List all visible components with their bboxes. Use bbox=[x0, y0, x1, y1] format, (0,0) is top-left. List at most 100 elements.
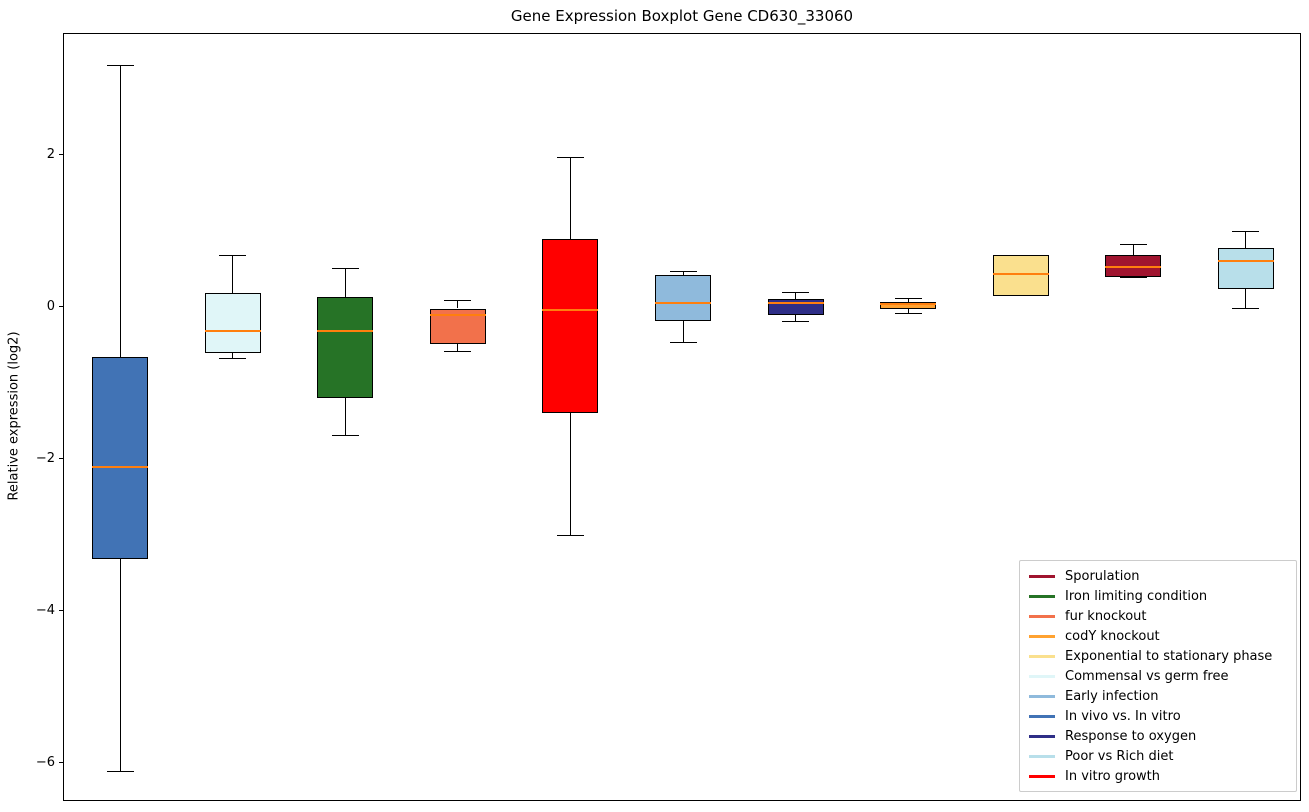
legend-label: codY knockout bbox=[1065, 628, 1160, 644]
y-tick-label: −6 bbox=[35, 754, 55, 770]
lower-whisker-cap bbox=[1119, 276, 1147, 278]
box-group-4 bbox=[64, 34, 1300, 800]
upper-whisker-cap bbox=[444, 299, 472, 301]
median-line bbox=[204, 330, 261, 333]
upper-whisker-cap bbox=[219, 254, 247, 256]
box bbox=[880, 301, 937, 310]
box-group-9 bbox=[64, 34, 1300, 800]
box bbox=[542, 238, 599, 414]
lower-whisker-cap bbox=[1232, 308, 1260, 309]
lower-whisker-cap bbox=[331, 434, 359, 436]
box-group-10 bbox=[64, 34, 1300, 800]
legend-swatch bbox=[1029, 594, 1055, 598]
legend-item: Poor vs Rich diet bbox=[1029, 746, 1287, 766]
upper-whisker-cap bbox=[331, 267, 359, 269]
median-line bbox=[92, 466, 149, 469]
upper-whisker-line bbox=[907, 298, 909, 302]
legend-label: In vivo vs. In vitro bbox=[1065, 708, 1181, 724]
lower-whisker-cap bbox=[669, 342, 697, 344]
lower-whisker-line bbox=[119, 558, 121, 772]
legend-swatch bbox=[1029, 734, 1055, 738]
upper-whisker-line bbox=[1245, 231, 1247, 249]
lower-whisker-cap bbox=[556, 535, 584, 537]
upper-whisker-cap bbox=[782, 292, 810, 294]
upper-whisker-cap bbox=[894, 298, 922, 300]
median-line bbox=[655, 302, 711, 305]
upper-whisker-line bbox=[232, 255, 234, 293]
legend-item: In vivo vs. In vitro bbox=[1029, 706, 1287, 726]
legend-swatch bbox=[1029, 674, 1055, 678]
legend-label: Iron limiting condition bbox=[1065, 588, 1208, 604]
median-line bbox=[1217, 260, 1274, 263]
lower-whisker-line bbox=[344, 398, 346, 436]
legend-label: Early infection bbox=[1065, 688, 1159, 704]
box-group-1 bbox=[64, 34, 1300, 800]
box-group-5 bbox=[64, 34, 1300, 800]
legend-label: Commensal vs germ free bbox=[1065, 668, 1229, 684]
box bbox=[92, 357, 149, 559]
legend-swatch bbox=[1029, 654, 1055, 658]
legend-swatch bbox=[1029, 634, 1055, 638]
box-group-2 bbox=[64, 34, 1300, 800]
box bbox=[317, 297, 374, 399]
box-group-3 bbox=[64, 34, 1300, 800]
upper-whisker-line bbox=[344, 268, 346, 298]
legend-item: In vitro growth bbox=[1029, 766, 1287, 786]
lower-whisker-line bbox=[1245, 289, 1247, 309]
lower-whisker-line bbox=[682, 320, 684, 343]
median-line bbox=[1105, 266, 1162, 269]
upper-whisker-line bbox=[569, 157, 571, 239]
median-line bbox=[992, 272, 1049, 275]
lower-whisker-cap bbox=[106, 771, 134, 773]
legend-label: Sporulation bbox=[1065, 568, 1140, 584]
legend-item: Sporulation bbox=[1029, 566, 1287, 586]
legend-swatch bbox=[1029, 714, 1055, 718]
box-group-8 bbox=[64, 34, 1300, 800]
upper-whisker-cap bbox=[1119, 244, 1147, 246]
legend-item: codY knockout bbox=[1029, 626, 1287, 646]
legend-label: Poor vs Rich diet bbox=[1065, 748, 1174, 764]
median-line bbox=[317, 329, 374, 332]
legend-swatch bbox=[1029, 614, 1055, 618]
y-tick-label: 2 bbox=[46, 146, 55, 162]
y-tick-label: −4 bbox=[35, 602, 55, 618]
lower-whisker-cap bbox=[782, 320, 810, 322]
lower-whisker-line bbox=[907, 309, 909, 314]
lower-whisker-line bbox=[795, 314, 797, 322]
box-group-11 bbox=[64, 34, 1300, 800]
median-line bbox=[767, 302, 824, 305]
upper-whisker-cap bbox=[106, 65, 134, 67]
legend-item: Commensal vs germ free bbox=[1029, 666, 1287, 686]
median-line bbox=[542, 309, 599, 312]
legend-swatch bbox=[1029, 774, 1055, 778]
upper-whisker-line bbox=[457, 300, 459, 309]
lower-whisker-line bbox=[232, 352, 234, 359]
legend-item: Response to oxygen bbox=[1029, 726, 1287, 746]
upper-whisker-line bbox=[1132, 244, 1134, 256]
legend-item: Early infection bbox=[1029, 686, 1287, 706]
lower-whisker-cap bbox=[444, 350, 472, 352]
lower-whisker-line bbox=[457, 344, 459, 352]
lower-whisker-cap bbox=[894, 313, 922, 315]
upper-whisker-cap bbox=[1232, 231, 1260, 233]
upper-whisker-line bbox=[795, 292, 797, 299]
upper-whisker-line bbox=[682, 271, 684, 276]
chart-title: Gene Expression Boxplot Gene CD630_33060 bbox=[510, 7, 854, 25]
legend-swatch bbox=[1029, 754, 1055, 758]
lower-whisker-cap bbox=[219, 358, 247, 360]
legend-swatch bbox=[1029, 694, 1055, 698]
median-line bbox=[880, 302, 937, 305]
plot-area bbox=[63, 33, 1301, 801]
legend-label: In vitro growth bbox=[1065, 768, 1160, 784]
legend-item: fur knockout bbox=[1029, 606, 1287, 626]
lower-whisker-line bbox=[569, 413, 571, 536]
legend-item: Iron limiting condition bbox=[1029, 586, 1287, 606]
legend-swatch bbox=[1029, 574, 1055, 578]
y-tick-label: 0 bbox=[46, 298, 55, 314]
box bbox=[1217, 248, 1274, 290]
legend-label: Exponential to stationary phase bbox=[1065, 648, 1273, 664]
upper-whisker-line bbox=[119, 65, 121, 358]
box bbox=[655, 275, 711, 321]
y-axis-label: Relative expression (log2) bbox=[6, 331, 22, 501]
